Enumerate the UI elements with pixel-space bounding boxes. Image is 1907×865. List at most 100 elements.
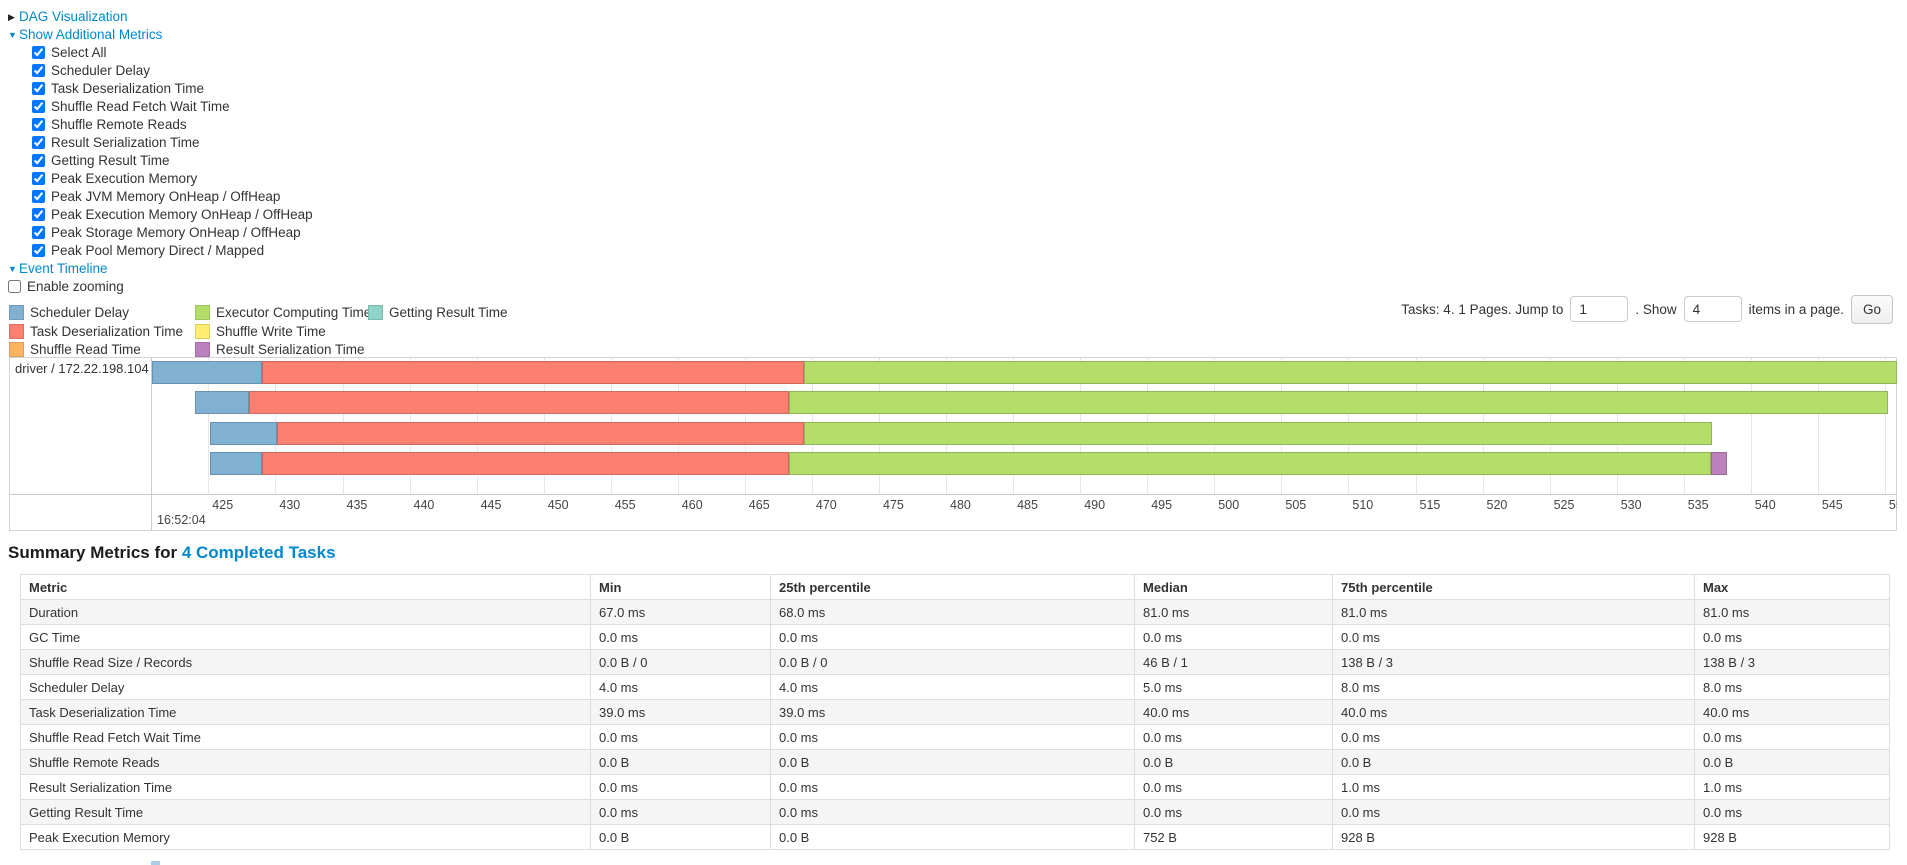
task-bar-segment-executor-computing[interactable] (789, 391, 1888, 415)
metric-checkbox[interactable] (32, 190, 45, 203)
legend-swatch-icon (368, 305, 383, 320)
axis-tick-label: 505 (1285, 498, 1307, 512)
metric-checkbox[interactable] (32, 208, 45, 221)
jump-to-page-input[interactable] (1570, 296, 1629, 322)
task-bar-segment-executor-computing[interactable] (803, 361, 1897, 384)
metric-checkbox[interactable] (32, 244, 45, 257)
metric-name-cell: Shuffle Remote Reads (20, 749, 591, 775)
summary-column-header: Median (1134, 574, 1333, 600)
metric-checkbox-label: Select All (51, 45, 107, 60)
metric-value-cell: 928 B (1332, 824, 1695, 850)
metric-value-cell: 0.0 ms (770, 724, 1135, 750)
summary-table-row: Task Deserialization Time 39.0 ms 39.0 ms 4… (20, 699, 1890, 725)
metric-checkbox-row: Shuffle Remote Reads (8, 116, 313, 134)
axis-tick-label: 530 (1620, 498, 1642, 512)
metric-value-cell: 81.0 ms (1694, 599, 1890, 625)
metric-value-cell: 81.0 ms (1134, 599, 1333, 625)
metric-value-cell: 0.0 ms (590, 624, 771, 650)
metric-checkbox-row: Select All (8, 44, 313, 62)
show-additional-metrics-toggle[interactable]: ▼ Show Additional Metrics (8, 26, 313, 44)
summary-column-header: Min (590, 574, 771, 600)
axis-tick-label: 475 (883, 498, 904, 512)
timeline-plot (152, 358, 1897, 494)
metric-value-cell: 752 B (1134, 824, 1333, 850)
metric-value-cell: 0.0 ms (770, 799, 1135, 825)
metric-checkbox[interactable] (32, 64, 45, 77)
pagination-prefix-text: Tasks: 4. 1 Pages. Jump to (1401, 301, 1564, 317)
event-timeline-toggle[interactable]: ▼ Event Timeline (8, 260, 313, 278)
metric-name-cell: GC Time (20, 624, 591, 650)
metric-checkbox[interactable] (32, 136, 45, 149)
metric-checkbox-label: Result Serialization Time (51, 135, 200, 150)
axis-tick-label: 470 (815, 498, 837, 512)
dag-visualization-link[interactable]: DAG Visualization (19, 9, 128, 24)
legend-swatch-icon (9, 342, 24, 357)
task-bar-segment-scheduler-delay[interactable] (194, 391, 249, 415)
summary-table-row: Shuffle Read Fetch Wait Time 0.0 ms 0.0 ms… (20, 724, 1890, 750)
metric-checkbox-label: Shuffle Read Fetch Wait Time (51, 99, 230, 114)
metric-value-cell: 1.0 ms (1332, 774, 1695, 800)
executor-group-label: driver / 172.22.198.104 (15, 361, 149, 376)
task-bar-segment-scheduler-delay[interactable] (209, 452, 262, 476)
axis-tick-label: 525 (1553, 498, 1575, 512)
metric-value-cell: 68.0 ms (770, 599, 1135, 625)
axis-tick-label: 440 (413, 498, 435, 512)
metric-value-cell: 0.0 B (1332, 749, 1695, 775)
task-bar-segment-scheduler-delay[interactable] (209, 421, 277, 445)
summary-column-header: 75th percentile (1332, 574, 1695, 600)
arrow-down-icon: ▼ (8, 264, 17, 274)
axis-tick-label: 495 (1151, 498, 1173, 512)
legend-item: Task Deserialization Time (9, 323, 183, 342)
gridline (1817, 358, 1819, 494)
axis-tick-label: 515 (1419, 498, 1441, 512)
metric-name-cell: Duration (20, 599, 591, 625)
metric-checkbox[interactable] (32, 154, 45, 167)
task-bar-segment-executor-computing[interactable] (803, 421, 1712, 445)
metric-value-cell: 0.0 B (770, 749, 1135, 775)
metric-value-cell: 0.0 ms (1332, 724, 1695, 750)
metric-value-cell: 928 B (1694, 824, 1890, 850)
metric-value-cell: 0.0 B (590, 824, 771, 850)
summary-metrics-table: Metric Min 25th percentile Median 75th perce… (20, 574, 1890, 850)
metric-value-cell: 0.0 ms (590, 799, 771, 825)
legend-label: Getting Result Time (389, 305, 508, 320)
metric-checkbox[interactable] (32, 46, 45, 59)
gridline (208, 358, 210, 494)
axis-tick-label: 465 (748, 498, 770, 512)
metric-checkbox-list: Select All Scheduler Delay Task Deserializ… (8, 44, 313, 260)
event-timeline-link[interactable]: Event Timeline (19, 261, 108, 276)
go-button[interactable]: Go (1850, 294, 1893, 324)
metric-value-cell: 0.0 ms (1134, 724, 1333, 750)
legend-item: Scheduler Delay (9, 304, 183, 323)
task-bar-segment-result-serialization[interactable] (1710, 452, 1727, 476)
axis-major-time-label: 16:52:04 (157, 513, 206, 527)
task-bar-segment-task-deserialization[interactable] (276, 421, 804, 445)
task-bar-segment-executor-computing[interactable] (789, 452, 1711, 476)
task-bar-segment-scheduler-delay[interactable] (152, 361, 262, 384)
metric-checkbox[interactable] (32, 226, 45, 239)
metric-checkbox[interactable] (32, 100, 45, 113)
metric-value-cell: 8.0 ms (1694, 674, 1890, 700)
legend-label: Result Serialization Time (216, 342, 365, 357)
summary-column-header: 25th percentile (770, 574, 1135, 600)
metric-value-cell: 46 B / 1 (1134, 649, 1333, 675)
metric-checkbox[interactable] (32, 118, 45, 131)
completed-tasks-link[interactable]: 4 Completed Tasks (181, 543, 336, 562)
dag-visualization-toggle[interactable]: ▶ DAG Visualization (8, 8, 313, 26)
metric-value-cell: 4.0 ms (590, 674, 771, 700)
metric-checkbox[interactable] (32, 172, 45, 185)
task-bar-segment-task-deserialization[interactable] (248, 391, 790, 415)
task-bar-segment-task-deserialization[interactable] (262, 452, 790, 476)
axis-tick-label: 540 (1754, 498, 1776, 512)
task-pagination: Tasks: 4. 1 Pages. Jump to . Show items … (1401, 293, 1893, 325)
metric-checkbox-row: Peak JVM Memory OnHeap / OffHeap (8, 188, 313, 206)
axis-tick-label: 455 (614, 498, 636, 512)
metric-checkbox-row: Task Deserialization Time (8, 80, 313, 98)
pagination-mid-text: . Show (1635, 301, 1677, 317)
task-bar-segment-task-deserialization[interactable] (262, 361, 804, 384)
enable-zooming-checkbox[interactable] (8, 280, 21, 293)
items-per-page-input[interactable] (1683, 296, 1742, 322)
label-column-divider (151, 358, 152, 530)
show-additional-metrics-link[interactable]: Show Additional Metrics (19, 27, 163, 42)
metric-checkbox[interactable] (32, 82, 45, 95)
